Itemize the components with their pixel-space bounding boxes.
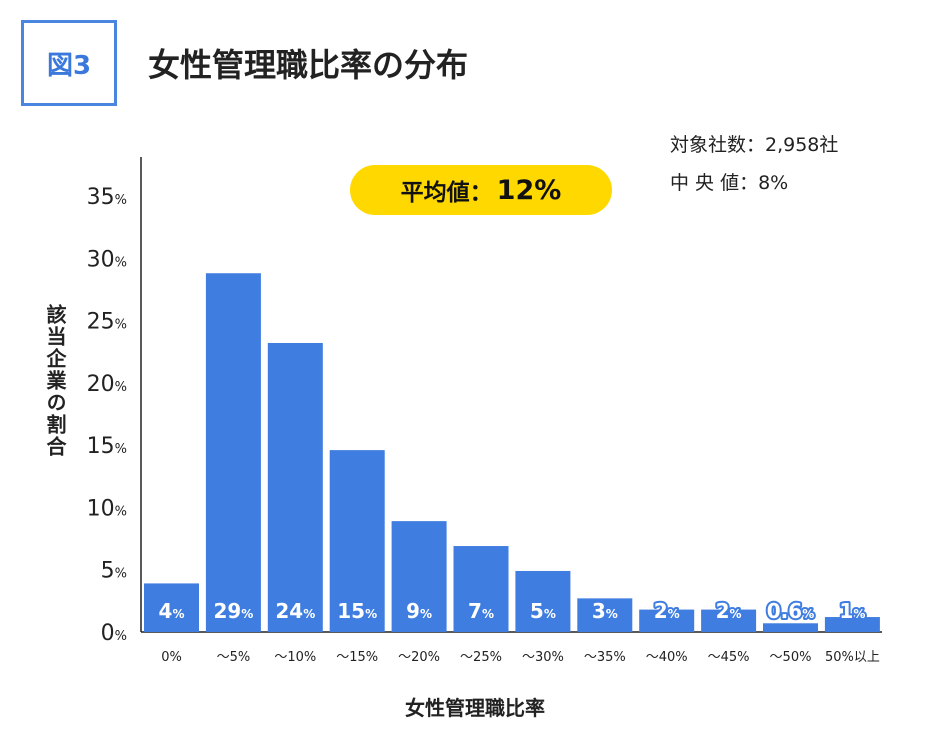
figure-badge: 図3	[21, 20, 117, 106]
x-tick-label: ～35%	[584, 650, 626, 665]
x-tick-label: ～30%	[522, 650, 564, 665]
bar	[144, 583, 199, 632]
x-tick-label: ～40%	[646, 650, 688, 665]
bar	[453, 546, 509, 632]
bar-value-label: 3%	[592, 599, 618, 623]
bar	[701, 609, 757, 632]
mean-value: 12%	[496, 174, 562, 206]
company-count-stat: 対象社数：2,958社	[670, 134, 839, 156]
bar	[267, 342, 323, 632]
x-tick-label: ～50%	[770, 650, 812, 665]
mean-badge: 平均値： 12%	[350, 165, 612, 215]
bar	[329, 450, 385, 632]
x-tick-label: ～15%	[336, 650, 378, 665]
bar-value-label: 15%	[337, 599, 377, 623]
y-tick-label: 5%	[101, 559, 127, 584]
x-tick-label: ～5%	[217, 650, 251, 665]
bar-value-label: 2%	[654, 599, 680, 623]
y-axis-label: 該当企業の割合	[43, 304, 67, 458]
bar-value-label: 5%	[530, 599, 556, 623]
y-tick-label: 0%	[101, 621, 127, 646]
bar-value-label: 0.6%	[767, 599, 814, 623]
bar-value-label: 2%	[716, 599, 742, 623]
y-tick-label: 10%	[87, 496, 127, 521]
bar	[639, 609, 695, 632]
y-tick-label: 25%	[87, 310, 127, 335]
y-tick-label: 35%	[87, 185, 127, 210]
y-tick-label: 15%	[87, 434, 127, 459]
x-axis-label: 女性管理職比率	[405, 696, 545, 720]
y-tick-label: 30%	[87, 247, 127, 272]
bar-value-label: 9%	[406, 599, 432, 623]
median-stat: 中 央 値：8%	[670, 172, 789, 194]
bar	[577, 598, 633, 632]
bar-value-label: 7%	[468, 599, 494, 623]
x-tick-label: 50%以上	[825, 650, 880, 665]
y-tick-label: 20%	[87, 372, 127, 397]
bar	[205, 273, 261, 632]
bar-value-label: 4%	[159, 599, 185, 623]
x-tick-label: ～45%	[708, 650, 750, 665]
bar-value-label: 1%	[839, 599, 865, 623]
mean-label: 平均値：	[400, 180, 493, 206]
bar-value-label: 29%	[213, 599, 253, 623]
x-tick-label: ～10%	[274, 650, 316, 665]
bar	[391, 521, 447, 632]
bar-value-label: 24%	[275, 599, 315, 623]
bar	[763, 623, 818, 632]
bar	[515, 570, 571, 632]
x-tick-label: ～25%	[460, 650, 502, 665]
x-tick-label: 0%	[161, 650, 182, 665]
chart-title: 女性管理職比率の分布	[148, 46, 469, 84]
x-tick-label: ～20%	[398, 650, 440, 665]
bar	[824, 617, 880, 632]
